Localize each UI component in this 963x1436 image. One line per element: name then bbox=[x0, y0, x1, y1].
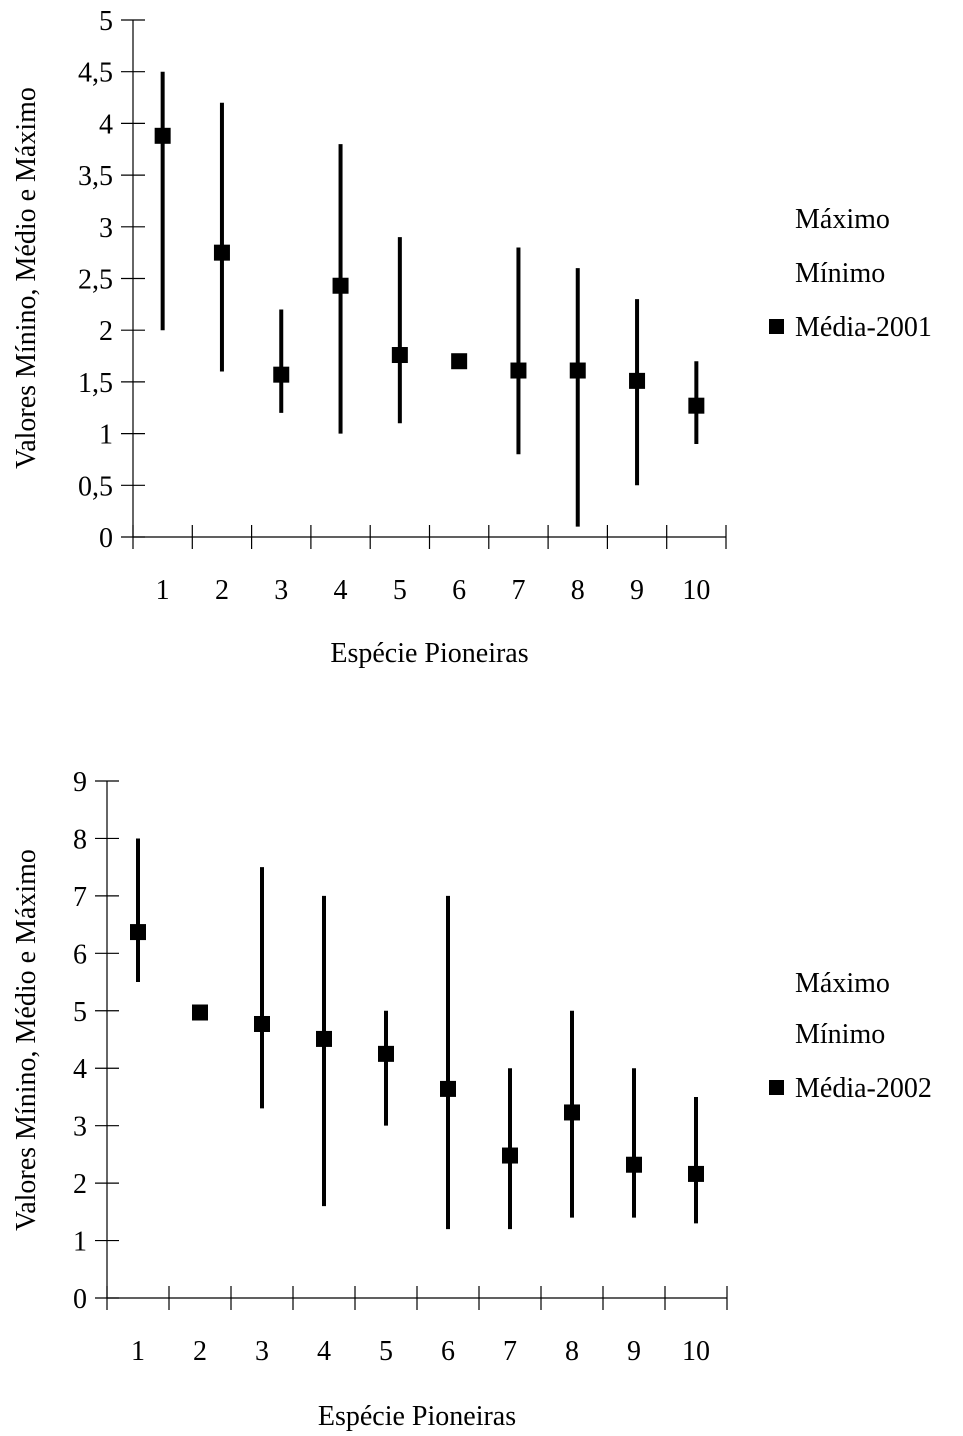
x-tick-label: 7 bbox=[503, 1336, 517, 1367]
mean-marker bbox=[688, 1165, 704, 1182]
mean-marker bbox=[273, 366, 290, 383]
x-tick-label: 10 bbox=[682, 575, 710, 606]
x-tick-label: 7 bbox=[511, 575, 525, 606]
legend-marker bbox=[769, 319, 784, 334]
mean-marker bbox=[213, 244, 230, 261]
mean-marker bbox=[154, 127, 171, 144]
y-tick-label: 3 bbox=[99, 213, 113, 244]
y-tick-label: 8 bbox=[73, 824, 87, 855]
chart-1: 0 0,5 1 1,5 2 2,5 3 3,5 4 4,5 5 1 2 3 4 5 6 7 8 9 10 Valores … bbox=[11, 6, 932, 669]
legend-entry: Máximo bbox=[795, 204, 890, 235]
x-tick-label: 4 bbox=[317, 1336, 331, 1367]
x-tick-label: 1 bbox=[156, 575, 170, 606]
y-tick-label: 2 bbox=[99, 316, 113, 347]
x-tick-label: 8 bbox=[571, 575, 585, 606]
y-axis-label: Valores Mínino, Médio e Máximo bbox=[11, 849, 42, 1231]
x-tick-label: 9 bbox=[630, 575, 644, 606]
y-tick-label: 0 bbox=[73, 1284, 87, 1315]
y-tick-label: 2 bbox=[73, 1169, 87, 1200]
mean-marker bbox=[130, 924, 146, 941]
mean-marker bbox=[564, 1104, 580, 1121]
x-tick-label: 6 bbox=[452, 575, 466, 606]
x-tick-label: 5 bbox=[393, 575, 407, 606]
mean-marker bbox=[569, 362, 586, 379]
x-tick-label: 9 bbox=[627, 1336, 641, 1367]
mean-marker bbox=[391, 347, 408, 364]
y-axis-label: Valores Mínino, Médio e Máximo bbox=[11, 87, 42, 469]
x-tick-label: 8 bbox=[565, 1336, 579, 1367]
x-tick-label: 3 bbox=[255, 1336, 269, 1367]
x-axis-label: Espécie Pioneiras bbox=[318, 1401, 516, 1431]
mean-marker bbox=[451, 353, 468, 370]
legend-entry: Média-2001 bbox=[795, 312, 932, 343]
mean-marker bbox=[688, 397, 705, 414]
y-tick-label: 0,5 bbox=[78, 471, 113, 502]
x-tick-label: 5 bbox=[379, 1336, 393, 1367]
y-tick-label: 3,5 bbox=[78, 161, 113, 192]
y-tick-label: 5 bbox=[73, 997, 87, 1028]
y-tick-label: 4 bbox=[73, 1054, 87, 1085]
legend-marker bbox=[769, 1080, 784, 1095]
y-tick-label: 7 bbox=[73, 882, 87, 913]
mean-marker bbox=[626, 1156, 642, 1173]
chart-2: 0 1 2 3 4 5 6 7 8 9 1 2 3 4 5 6 7 8 9 10 Valores Mínino, Méd… bbox=[11, 767, 932, 1432]
y-tick-label: 9 bbox=[73, 767, 87, 798]
x-axis-label: Espécie Pioneiras bbox=[330, 638, 528, 669]
mean-marker bbox=[316, 1030, 332, 1047]
y-tick-label: 6 bbox=[73, 939, 87, 970]
y-tick-label: 4 bbox=[99, 109, 113, 140]
y-tick-label: 1 bbox=[99, 420, 113, 451]
legend-entry: Mínimo bbox=[795, 258, 885, 289]
y-tick-label: 1,5 bbox=[78, 368, 113, 399]
x-tick-label: 10 bbox=[682, 1336, 710, 1367]
x-tick-label: 2 bbox=[215, 575, 229, 606]
x-tick-label: 2 bbox=[193, 1336, 207, 1367]
mean-marker bbox=[440, 1080, 456, 1097]
legend-entry: Máximo bbox=[795, 968, 890, 999]
mean-marker bbox=[254, 1015, 270, 1032]
mean-marker bbox=[629, 372, 646, 389]
x-tick-label: 6 bbox=[441, 1336, 455, 1367]
legend-entry: Mínimo bbox=[795, 1019, 885, 1050]
x-tick-label: 1 bbox=[131, 1336, 145, 1367]
mean-marker bbox=[192, 1004, 208, 1021]
mean-marker bbox=[378, 1045, 394, 1062]
mean-marker bbox=[510, 362, 527, 379]
legend-entry: Média-2002 bbox=[795, 1073, 932, 1104]
y-tick-label: 4,5 bbox=[78, 58, 113, 89]
y-tick-label: 5 bbox=[99, 6, 113, 37]
x-tick-label: 4 bbox=[334, 575, 348, 606]
y-tick-label: 2,5 bbox=[78, 265, 113, 296]
mean-marker bbox=[502, 1147, 518, 1164]
y-tick-label: 0 bbox=[99, 523, 113, 554]
y-tick-label: 1 bbox=[73, 1227, 87, 1258]
y-tick-label: 3 bbox=[73, 1112, 87, 1143]
x-tick-label: 3 bbox=[274, 575, 288, 606]
mean-marker bbox=[332, 277, 349, 294]
